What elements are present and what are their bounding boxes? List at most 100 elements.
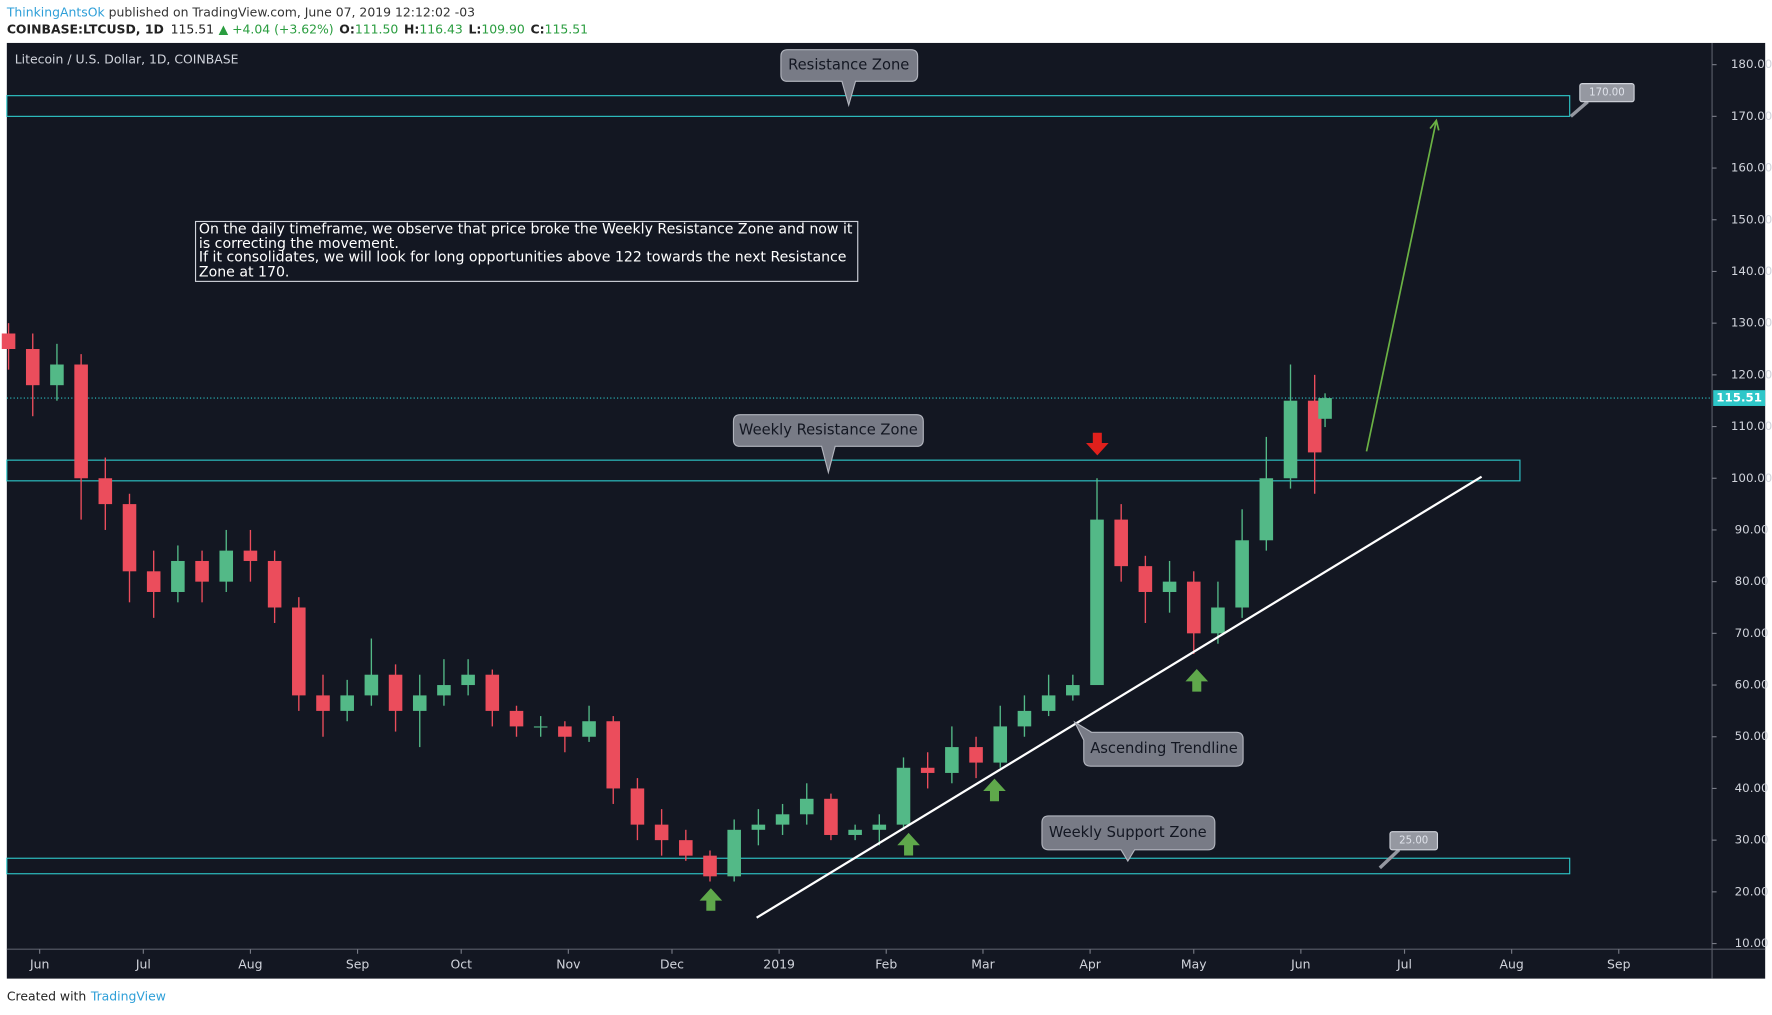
last-price-label: 115.51 (1716, 391, 1762, 405)
y-tick-label: 60.00 (1735, 678, 1769, 692)
footer-text: Created with (7, 988, 86, 1003)
x-tick-label: 2019 (763, 957, 795, 972)
ohlc-key: L: (468, 21, 481, 36)
candle-body (243, 550, 258, 561)
arrow-head (1429, 118, 1440, 131)
candle-body (533, 726, 548, 728)
ohlc-key: H: (404, 21, 419, 36)
y-tick-label: 20.00 (1735, 884, 1769, 898)
ohlc-value: 109.90 (481, 21, 525, 36)
candle-body (1017, 710, 1032, 727)
callout-label: Ascending Trendline (1090, 740, 1238, 757)
plot (1, 95, 1713, 919)
candle-body (267, 560, 282, 608)
candle-body (364, 674, 379, 696)
x-tick-label: Mar (971, 957, 995, 972)
candle-body (1259, 478, 1274, 541)
zone (6, 857, 1571, 875)
candle-body (316, 695, 330, 711)
published: published on TradingView.com, June 07, 2… (105, 4, 475, 19)
candle-body (896, 767, 911, 825)
y-tick-label: 110.00 (1731, 419, 1772, 433)
up-arrow (1185, 668, 1209, 692)
candle-body (98, 478, 113, 505)
y-tick-label: 130.00 (1731, 316, 1772, 330)
ohlc-value: 115.51 (545, 21, 588, 36)
up-arrows (699, 668, 1209, 911)
candle-body (751, 824, 766, 830)
candle-body (848, 829, 862, 835)
target-arrow (1365, 120, 1438, 452)
y-tick-label: 50.00 (1735, 729, 1769, 743)
annotation-line: Zone at 170. (199, 264, 289, 280)
price-tag (1389, 831, 1439, 851)
x-tick-label: Jun (1290, 957, 1310, 972)
footer-brand[interactable]: TradingView (90, 988, 166, 1003)
down-arrow (1086, 432, 1109, 456)
candle-body (1235, 540, 1249, 608)
candle-body (703, 855, 717, 877)
candle-body (171, 560, 185, 592)
candle-body (799, 798, 814, 815)
candle-body (1186, 581, 1201, 634)
up-arrow (897, 832, 920, 856)
candle-body (485, 674, 500, 711)
candle-body (509, 710, 524, 727)
footer: Created with TradingView (7, 988, 166, 1003)
callout-label: Resistance Zone (788, 57, 909, 74)
x-tick-label: Nov (556, 957, 580, 972)
last-price-tag (1713, 390, 1766, 406)
candle-body (606, 721, 621, 789)
candle-body (654, 824, 669, 841)
candle-body (727, 829, 741, 877)
zone (6, 459, 1521, 482)
y-tick-label: 10.00 (1735, 936, 1769, 950)
annotation-box (194, 220, 859, 282)
candle-body (558, 726, 572, 737)
candle-body (824, 798, 838, 835)
candle-body (775, 814, 790, 825)
callout-label: Weekly Support Zone (1049, 824, 1207, 841)
author[interactable]: ThinkingAntsOk (6, 4, 106, 19)
zone (6, 95, 1571, 117)
chart-bg (6, 42, 1766, 979)
trendline (756, 475, 1483, 919)
candle-body (1162, 581, 1177, 592)
annotation-line: is correcting the movement. (199, 236, 399, 252)
x-tick-label: Jul (1396, 957, 1412, 972)
candle-body (920, 767, 935, 773)
y-tick-label: 80.00 (1735, 574, 1769, 588)
candle-body (969, 747, 983, 763)
callout (732, 414, 924, 475)
annotation-line: If it consolidates, we will look for lon… (199, 250, 847, 266)
x-tick-label: Feb (875, 957, 897, 972)
candle-body (195, 560, 209, 582)
y-tick-label: 180.00 (1731, 57, 1772, 71)
y-tick-label: 40.00 (1735, 781, 1769, 795)
candle-body (50, 364, 64, 386)
candle-body (412, 695, 427, 711)
candle-body (437, 685, 451, 696)
y-tick-label: 70.00 (1735, 626, 1769, 640)
header-quote: COINBASE:LTCUSD, 1D 115.51 ▲ +4.04 (+3.62%… (7, 21, 588, 36)
candle-body (146, 571, 161, 592)
y-tick-label: 30.00 (1735, 833, 1769, 847)
x-tick-label: May (1181, 957, 1207, 972)
candle-body (461, 674, 475, 686)
candle-body (1307, 400, 1322, 453)
y-tick-label: 150.00 (1731, 212, 1772, 226)
x-tick-label: Sep (346, 957, 370, 972)
y-tick-label: 140.00 (1731, 264, 1772, 278)
candle-body (582, 721, 596, 737)
callout (1073, 720, 1244, 767)
candle-body (1283, 400, 1298, 479)
candle-body (1090, 519, 1104, 686)
price-tag-label: 170.00 (1589, 88, 1625, 99)
y-tick-label: 100.00 (1731, 471, 1772, 485)
x-tick-label: Oct (450, 957, 472, 972)
y-tick-label: 120.00 (1731, 367, 1772, 381)
x-tick-label: Jun (29, 957, 49, 972)
x-tick-label: Dec (660, 957, 684, 972)
candle-body (1066, 685, 1080, 696)
